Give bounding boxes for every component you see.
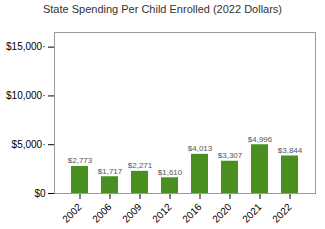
svg-text:$0: $0: [34, 188, 46, 199]
svg-text:2016: 2016: [180, 201, 204, 225]
svg-text:$15,000·: $15,000·: [6, 41, 45, 52]
svg-text:$4,013: $4,013: [188, 144, 213, 153]
svg-text:2021: 2021: [240, 201, 264, 225]
svg-text:$2,271: $2,271: [128, 161, 153, 170]
svg-text:2012: 2012: [150, 201, 174, 225]
svg-text:2022: 2022: [270, 201, 294, 225]
svg-text:$10,000·: $10,000·: [6, 90, 45, 101]
html-text:State Spending Per Child Enrol: State Spending Per Child Enrolled (2022 …: [43, 3, 282, 15]
svg-text:2009: 2009: [120, 201, 144, 225]
svg-text:$1,717: $1,717: [98, 167, 123, 176]
svg-text:$3,307: $3,307: [218, 151, 243, 160]
svg-text:$2,773: $2,773: [68, 156, 93, 165]
svg-text:$5,000·: $5,000·: [12, 139, 46, 150]
svg-text:$3,844: $3,844: [278, 146, 303, 155]
svg-text:2020: 2020: [210, 201, 234, 225]
svg-text:2002: 2002: [60, 201, 84, 225]
svg-text:$4,996: $4,996: [248, 135, 273, 144]
svg-text:$1,610: $1,610: [158, 168, 183, 177]
svg-text:2006: 2006: [90, 201, 114, 225]
